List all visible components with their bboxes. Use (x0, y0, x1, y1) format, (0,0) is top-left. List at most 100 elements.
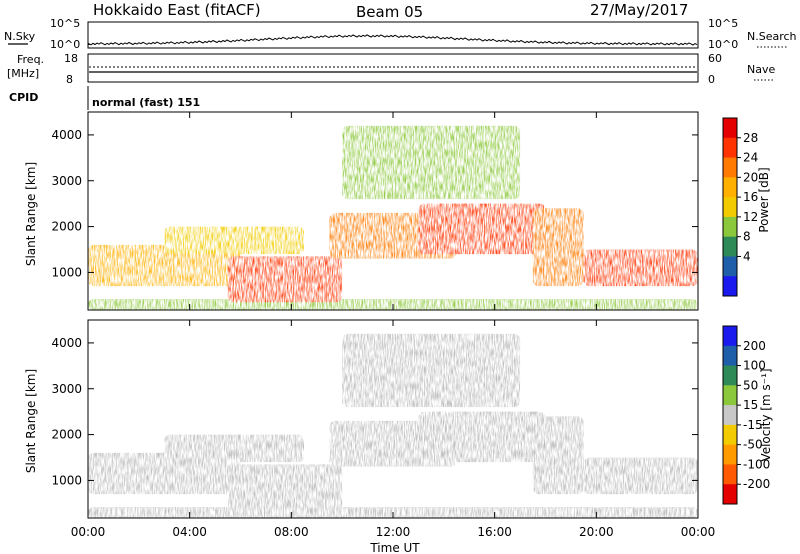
velocity-ytick-label-0: 4000 (51, 336, 82, 350)
power-colorbar-swatch-1 (723, 137, 737, 159)
freq-panel: Freq. [MHz] 18 8 60 0 Nave (7, 52, 775, 86)
velocity-region-2 (227, 464, 343, 511)
power-ytick-label-2: 2000 (51, 220, 82, 234)
velocity-region-6 (532, 416, 584, 495)
xtick-label-4: 16:00 (477, 525, 512, 539)
velocity-colorbar-label-3: 15 (743, 398, 758, 412)
noise-left-tick-top: 10^5 (50, 17, 80, 30)
cpid-panel: CPID normal (fast) 151 (9, 86, 200, 110)
power-echoes (88, 125, 698, 310)
power-colorbar-label-2: 20 (743, 170, 758, 184)
velocity-colorbar-swatch-6 (723, 444, 737, 465)
xtick-label-2: 08:00 (274, 525, 309, 539)
velocity-colorbar-swatch-2 (723, 365, 737, 386)
power-colorbar-frame (722, 117, 738, 297)
power-colorbar-swatch-5 (723, 216, 737, 238)
power-colorbar-swatch-7 (723, 256, 737, 277)
power-region-5 (418, 203, 546, 255)
freq-tick-bottom: 8 (66, 73, 73, 86)
power-colorbar-label-1: 24 (743, 151, 758, 165)
power-panel: 4000 3000 2000 1000 Slant Range [km] 28 24 20… (24, 111, 771, 311)
power-colorbar-swatch-6 (723, 236, 737, 257)
power-colorbar-label-0: 28 (743, 131, 758, 145)
velocity-colorbar-label: Velocity [m s⁻¹] (759, 368, 773, 461)
velocity-colorbar: 200 100 50 15 -15 -50 -100 -200 (722, 325, 770, 505)
power-colorbar-label: Power [dB] (757, 167, 771, 232)
power-colorbar-swatch-0 (723, 118, 737, 139)
velocity-colorbar-label-0: 200 (743, 339, 766, 353)
xtick-label-1: 04:00 (172, 525, 207, 539)
velocity-colorbar-swatch-0 (723, 326, 737, 347)
noise-left-label: N.Sky (4, 30, 36, 43)
velocity-colorbar-frame (722, 325, 738, 505)
nsky-trace (88, 34, 698, 46)
noise-right-tick-bottom: 10^0 (708, 38, 738, 51)
power-region-6 (532, 208, 584, 287)
power-region-3 (164, 226, 305, 255)
xtick-label-6: 00:00 (681, 525, 716, 539)
power-yaxis: 4000 3000 2000 1000 (51, 128, 698, 279)
velocity-region-8 (342, 333, 521, 408)
power-ytick-label-3: 1000 (51, 265, 82, 279)
velocity-colorbar-swatch-3 (723, 385, 737, 406)
power-colorbar-swatch-3 (723, 177, 737, 198)
noise-right-tick-top: 10^5 (708, 17, 738, 30)
velocity-region-1 (88, 452, 241, 495)
xtick-label-3: 12:00 (376, 525, 411, 539)
velocity-colorbar-label-7: -200 (743, 477, 770, 491)
power-colorbar-swatch-2 (723, 157, 737, 178)
velocity-colorbar-swatch-8 (723, 484, 737, 505)
site-title: Hokkaido East (fitACF) (93, 1, 261, 19)
power-region-1 (88, 244, 241, 287)
nave-tick-top: 60 (708, 52, 722, 65)
velocity-colorbar-label-6: -100 (743, 457, 770, 471)
velocity-ylabel: Slant Range [km] (24, 369, 38, 473)
velocity-region-7 (583, 457, 698, 495)
velocity-colorbar-swatch-1 (723, 345, 737, 367)
power-heatmap (88, 125, 698, 310)
power-colorbar: 28 24 20 16 12 8 4 (722, 117, 758, 297)
freq-frame (87, 53, 699, 83)
velocity-colorbar-label-5: -50 (743, 438, 763, 452)
velocity-ytick-label-3: 1000 (51, 473, 82, 487)
freq-label-1: Freq. (17, 53, 44, 66)
power-colorbar-label-3: 16 (743, 190, 758, 204)
velocity-colorbar-label-1: 100 (743, 359, 766, 373)
velocity-echoes (88, 333, 698, 518)
power-colorbar-label-4: 12 (743, 210, 758, 224)
velocity-yaxis: 4000 3000 2000 1000 (51, 336, 698, 487)
nave-label: Nave (747, 63, 775, 76)
power-colorbar-label-6: 4 (743, 249, 751, 263)
velocity-colorbar-label-4: -15 (743, 418, 763, 432)
noise-right-label: N.Search (747, 30, 797, 43)
power-ytick-label-0: 4000 (51, 128, 82, 142)
power-colorbar-label-5: 8 (743, 230, 751, 244)
xtick-label-0: 00:00 (71, 525, 106, 539)
power-region-2 (227, 256, 343, 303)
power-ytick-label-1: 3000 (51, 174, 82, 188)
velocity-colorbar-swatch-7 (723, 464, 737, 485)
power-region-7 (583, 249, 698, 287)
power-ylabel: Slant Range [km] (24, 162, 38, 266)
velocity-ytick-label-1: 3000 (51, 382, 82, 396)
noise-frame (87, 21, 699, 49)
time-axis: 00:00 04:00 08:00 12:00 16:00 20:00 00:00 (71, 112, 716, 539)
noise-left-tick-bottom: 10^0 (50, 38, 80, 51)
power-colorbar-swatch-4 (723, 197, 737, 218)
nave-tick-bottom: 0 (708, 73, 715, 86)
velocity-region-3 (164, 434, 305, 463)
beam-title: Beam 05 (356, 3, 423, 21)
freq-tick-top: 18 (64, 52, 78, 65)
time-axis-label: Time UT (369, 541, 420, 554)
power-colorbar-swatch-8 (723, 276, 737, 297)
velocity-panel: 4000 3000 2000 1000 Slant Range [km] 200 100… (24, 319, 773, 519)
velocity-region-5 (418, 411, 546, 463)
velocity-heatmap (88, 333, 698, 518)
cpid-label: CPID (9, 91, 38, 104)
velocity-ytick-label-2: 2000 (51, 428, 82, 442)
xtick-label-5: 20:00 (579, 525, 614, 539)
velocity-colorbar-swatch-4 (723, 405, 737, 426)
noise-panel: N.Sky 10^5 10^0 10^5 10^0 N.Search (4, 17, 797, 51)
